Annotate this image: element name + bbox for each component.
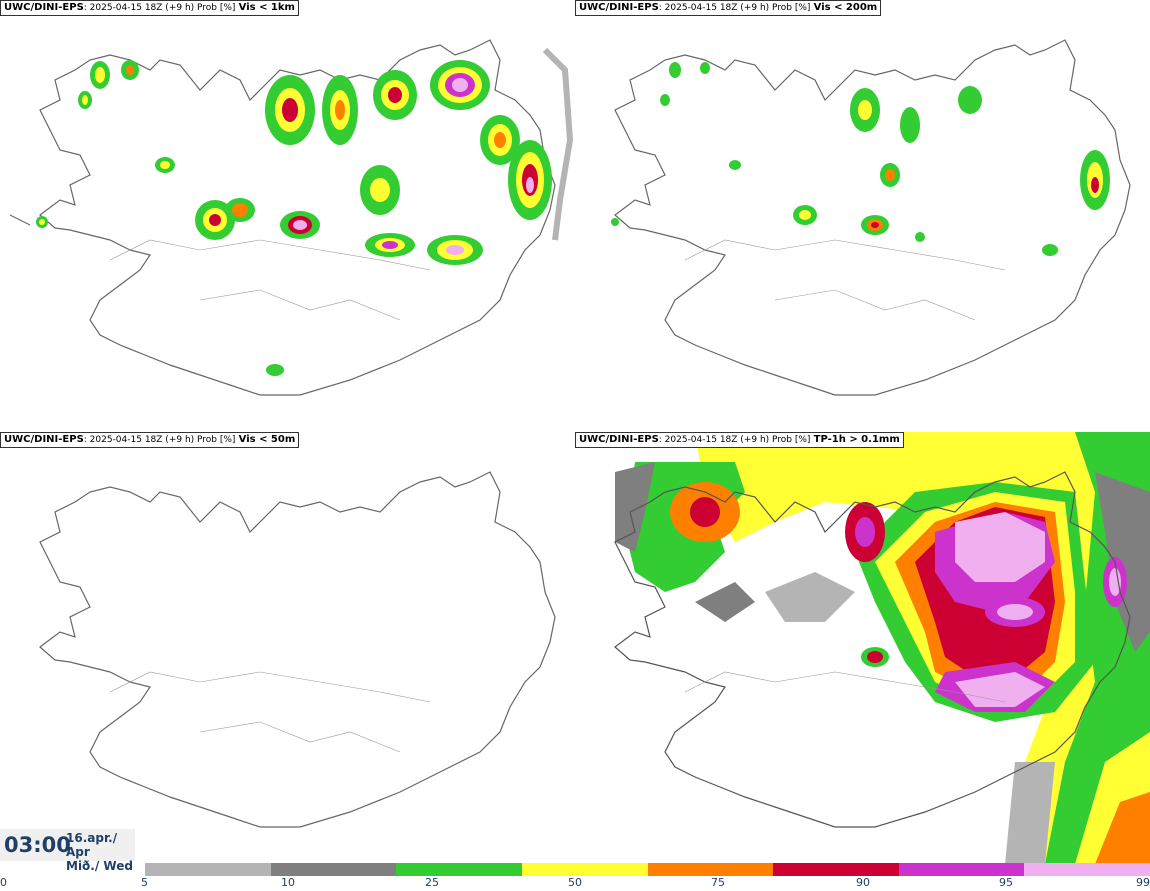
colorbar-segment-99-100 bbox=[1024, 863, 1150, 876]
colorbar-label: 75 bbox=[711, 876, 725, 889]
panel-title: UWC/DINI-EPS: 2025-04-15 18Z (+9 h) Prob… bbox=[575, 0, 882, 16]
colorbar-segment-75-90 bbox=[647, 863, 774, 876]
map-panel-vis-200m: UWC/DINI-EPS: 2025-04-15 18Z (+9 h) Prob… bbox=[575, 0, 1150, 432]
colorbar-label: 10 bbox=[281, 876, 295, 889]
panel-title: UWC/DINI-EPS: 2025-04-15 18Z (+9 h) Prob… bbox=[0, 0, 299, 16]
valid-date: 16.apr./ Apr Mið./ Wed bbox=[66, 831, 135, 873]
iceland-map-tp-1h bbox=[614, 432, 1150, 864]
colorbar-label: 50 bbox=[568, 876, 582, 889]
variable-name: TP-1h > 0.1mm bbox=[813, 434, 900, 445]
probability-field bbox=[611, 62, 1110, 256]
iceland-map-vis-50m bbox=[39, 471, 556, 828]
colorbar-segment-50-75 bbox=[521, 863, 648, 876]
colorbar-segment-10-25 bbox=[270, 863, 397, 876]
run-info: : 2025-04-15 18Z (+9 h) Prob [%] bbox=[658, 3, 811, 13]
valid-time-box: 03:00 16.apr./ Apr Mið./ Wed bbox=[0, 829, 135, 873]
map-panel-vis-1km: UWC/DINI-EPS: 2025-04-15 18Z (+9 h) Prob… bbox=[0, 0, 575, 432]
map-panel-tp-1h: UWC/DINI-EPS: 2025-04-15 18Z (+9 h) Prob… bbox=[575, 432, 1150, 864]
colorbar-label: 25 bbox=[425, 876, 439, 889]
colorbar-label: 95 bbox=[999, 876, 1013, 889]
run-info: : 2025-04-15 18Z (+9 h) Prob [%] bbox=[658, 435, 811, 445]
variable-name: Vis < 50m bbox=[238, 434, 296, 445]
panel-title: UWC/DINI-EPS: 2025-04-15 18Z (+9 h) Prob… bbox=[575, 432, 904, 448]
colorbar-label: 5 bbox=[141, 876, 148, 889]
iceland-map-vis-1km bbox=[9, 39, 574, 396]
probability-field bbox=[36, 60, 552, 376]
run-info: : 2025-04-15 18Z (+9 h) Prob [%] bbox=[83, 3, 236, 13]
valid-date-line2: Mið./ Wed bbox=[66, 859, 133, 873]
model-name: UWC/DINI-EPS bbox=[4, 434, 84, 445]
model-name: UWC/DINI-EPS bbox=[4, 2, 84, 13]
variable-name: Vis < 1km bbox=[238, 2, 295, 13]
valid-time: 03:00 bbox=[4, 833, 71, 857]
colorbar-segment-90-95 bbox=[773, 863, 899, 876]
iceland-map-vis-200m bbox=[611, 39, 1131, 396]
probability-colorbar bbox=[145, 863, 1150, 876]
valid-date-line1: 16.apr./ Apr bbox=[66, 831, 118, 859]
colorbar-label: 99 bbox=[1136, 876, 1150, 889]
colorbar-segment-5-10 bbox=[145, 863, 271, 876]
colorbar-segment-95-99 bbox=[898, 863, 1025, 876]
model-name: UWC/DINI-EPS bbox=[579, 2, 659, 13]
colorbar-segment-25-50 bbox=[396, 863, 522, 876]
colorbar-label: 90 bbox=[856, 876, 870, 889]
colorbar-label: 0 bbox=[0, 876, 7, 889]
run-info: : 2025-04-15 18Z (+9 h) Prob [%] bbox=[83, 435, 236, 445]
map-panel-vis-50m: UWC/DINI-EPS: 2025-04-15 18Z (+9 h) Prob… bbox=[0, 432, 575, 864]
model-name: UWC/DINI-EPS bbox=[579, 434, 659, 445]
probability-field bbox=[615, 432, 1150, 864]
panel-title: UWC/DINI-EPS: 2025-04-15 18Z (+9 h) Prob… bbox=[0, 432, 300, 448]
variable-name: Vis < 200m bbox=[813, 2, 878, 13]
